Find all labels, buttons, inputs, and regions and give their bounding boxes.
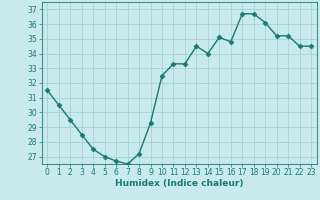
X-axis label: Humidex (Indice chaleur): Humidex (Indice chaleur) — [115, 179, 244, 188]
